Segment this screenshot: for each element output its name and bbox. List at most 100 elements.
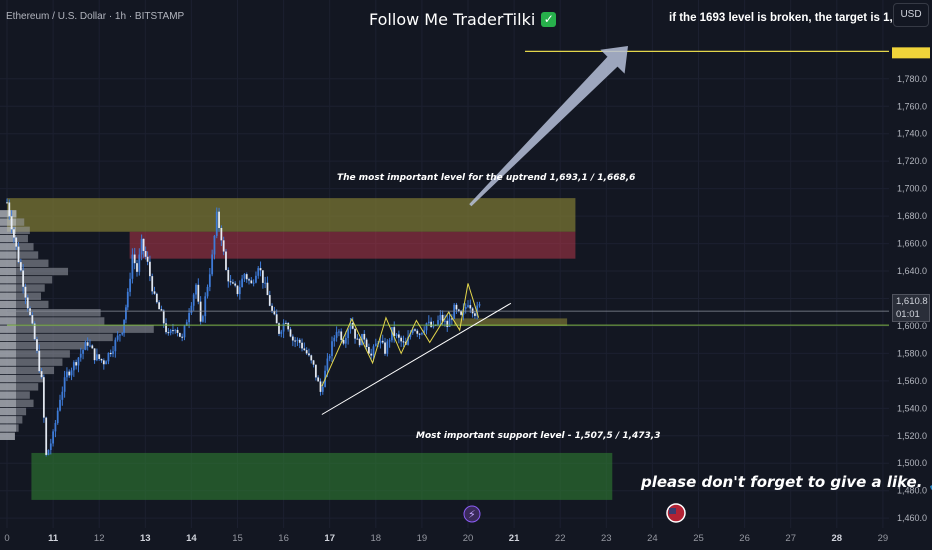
candle-body: [478, 304, 481, 306]
zone-resistance-upper: [7, 198, 576, 232]
candle-body: [439, 314, 442, 321]
candle-body: [444, 320, 446, 322]
candle-body: [59, 399, 61, 411]
price-tick-label: 1,780.0: [897, 74, 927, 84]
volume-bar: [0, 226, 30, 235]
candle-body: [407, 336, 409, 345]
volume-bar: [0, 300, 49, 309]
price-tick-label: 1,600.0: [897, 321, 927, 331]
candle-body: [414, 329, 416, 331]
volume-bar: [0, 350, 70, 358]
candle-body: [121, 332, 124, 335]
candle-body: [165, 323, 167, 333]
candle-body: [47, 449, 50, 455]
volume-bar-value: [0, 325, 16, 333]
candle-body: [70, 370, 73, 376]
candle-body: [296, 339, 299, 341]
candle-body: [89, 345, 91, 347]
candle-body: [29, 308, 31, 316]
candle-body: [52, 431, 54, 444]
volume-bar: [0, 341, 87, 350]
candle-body: [109, 352, 112, 355]
candle-body: [275, 314, 278, 324]
time-tick-label: 28: [832, 533, 843, 544]
volume-bar-value: [0, 234, 16, 243]
volume-bar-value: [0, 218, 16, 226]
candle-body: [386, 341, 389, 354]
currency-button[interactable]: USD: [893, 3, 929, 27]
volume-bar: [0, 284, 45, 292]
candle-body: [252, 282, 255, 284]
candle-body: [335, 331, 338, 338]
price-tick-label: 1,700.0: [897, 184, 927, 194]
candle-body: [202, 316, 204, 322]
candle-body: [372, 346, 375, 356]
zone-current-zone: [454, 318, 568, 326]
candle-body: [241, 278, 244, 288]
candle-body: [116, 335, 119, 340]
price-tick-label: 1,500.0: [897, 458, 927, 468]
volume-bar-value: [0, 424, 16, 432]
price-tick-label: 1,480.0: [897, 486, 927, 496]
time-tick-label: 14: [186, 533, 197, 544]
candle-body: [370, 353, 373, 356]
candle-body: [45, 417, 48, 455]
candle-body: [167, 332, 170, 334]
candle-body: [354, 328, 356, 339]
volume-bar-value: [0, 317, 16, 325]
candle-body: [271, 305, 273, 311]
volume-bar: [0, 259, 49, 267]
candle-body: [298, 339, 301, 343]
candle-body: [257, 268, 260, 276]
volume-bar-value: [0, 432, 15, 440]
candle-body: [469, 305, 472, 309]
candle-body: [66, 371, 68, 378]
candle-body: [467, 305, 469, 307]
price-tick-label: 1,520.0: [897, 431, 927, 441]
candle-body: [162, 310, 165, 324]
time-tick-label: 29: [878, 533, 889, 544]
candle-body: [176, 329, 179, 333]
candle-body: [105, 361, 108, 365]
target-note: if the 1693 level is broken, the target …: [669, 12, 922, 24]
candle-body: [266, 282, 269, 296]
candle-body: [84, 342, 87, 351]
grid: [0, 0, 889, 528]
volume-bar: [0, 243, 34, 251]
volume-bar-value: [0, 276, 16, 284]
candle-body: [349, 322, 352, 330]
candle-body: [131, 254, 134, 279]
candle-body: [6, 202, 8, 204]
checkmark-icon: ✓: [541, 12, 557, 27]
candle-body: [26, 297, 29, 309]
volume-bar: [0, 358, 63, 366]
candle-body: [317, 377, 320, 382]
volume-bar-value: [0, 366, 16, 375]
candle-body: [206, 286, 209, 297]
price-tick-label: 1,540.0: [897, 403, 927, 413]
time-tick-label: 24: [647, 533, 658, 544]
candle-body: [391, 327, 393, 341]
volume-bar-value: [0, 300, 16, 309]
volume-bar-value: [0, 243, 16, 251]
candle-body: [136, 263, 138, 272]
candle-body: [282, 322, 285, 332]
candle-body: [441, 314, 444, 322]
candle-body: [374, 343, 377, 347]
candle-body: [393, 327, 396, 336]
candle-body: [291, 336, 294, 341]
candle-body: [416, 330, 419, 334]
candle-body: [126, 291, 129, 308]
volume-bar-value: [0, 259, 16, 267]
candle-body: [255, 275, 257, 283]
price-axis-bg: [889, 0, 932, 550]
time-tick-label: 15: [232, 533, 243, 544]
candle-body: [453, 304, 456, 319]
volume-bar: [0, 325, 154, 333]
candle-body: [264, 282, 267, 284]
volume-bar-value: [0, 374, 16, 383]
last-price: 1,610.8: [896, 296, 928, 307]
candle-body: [227, 269, 230, 282]
